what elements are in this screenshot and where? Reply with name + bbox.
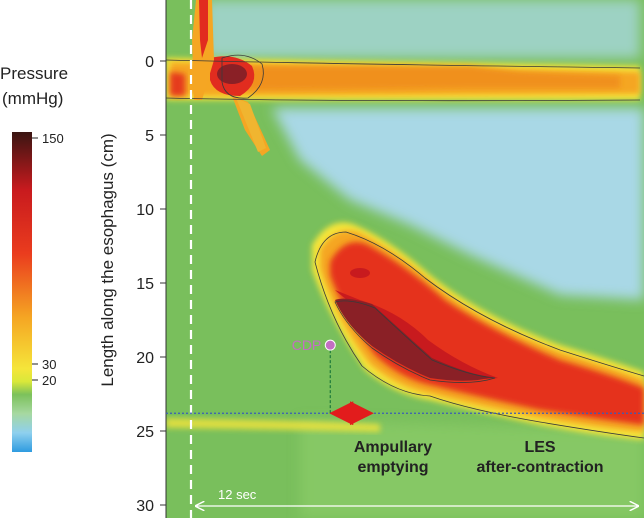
y-tick-label: 25 — [136, 424, 154, 441]
ampullary-label-line1: Ampullary — [354, 439, 432, 456]
colorbar-tick-label: 20 — [42, 373, 56, 388]
cdp-point — [324, 339, 336, 351]
cdp-label: CDP — [292, 337, 322, 353]
annotations: CDP Ampullary emptying LES after-contrac… — [166, 0, 644, 518]
lower-band — [166, 418, 380, 432]
y-tick-label: 5 — [145, 128, 154, 145]
les-label-line1: LES — [524, 439, 555, 456]
y-axis-label: Length along the esophagus (cm) — [98, 133, 117, 386]
contraction-band — [312, 222, 644, 440]
ampullary-label-line2: emptying — [357, 459, 428, 476]
y-axis: 0 5 10 15 20 25 30 Length along the esophagus … — [98, 0, 167, 518]
time-scale-label: 12 sec — [218, 487, 257, 502]
y-tick-label: 20 — [136, 350, 154, 367]
y-tick-label: 15 — [136, 276, 154, 293]
les-label-line2: after-contraction — [476, 459, 603, 476]
colorbar-gradient — [12, 132, 32, 452]
colorbar-title-line1: Pressure — [0, 64, 68, 83]
y-tick-label: 0 — [145, 54, 154, 71]
ues-band — [166, 0, 641, 156]
heatmap-plot — [166, 0, 644, 518]
low-pressure-region — [205, 0, 644, 518]
colorbar-title-line2: (mmHg) — [2, 89, 63, 108]
y-ticks: 0 5 10 15 20 25 30 — [136, 54, 166, 515]
y-tick-label: 10 — [136, 202, 154, 219]
y-tick-label: 30 — [136, 498, 154, 515]
colorbar-tick-label: 150 — [42, 131, 64, 146]
colorbar-tick-label: 30 — [42, 357, 56, 372]
